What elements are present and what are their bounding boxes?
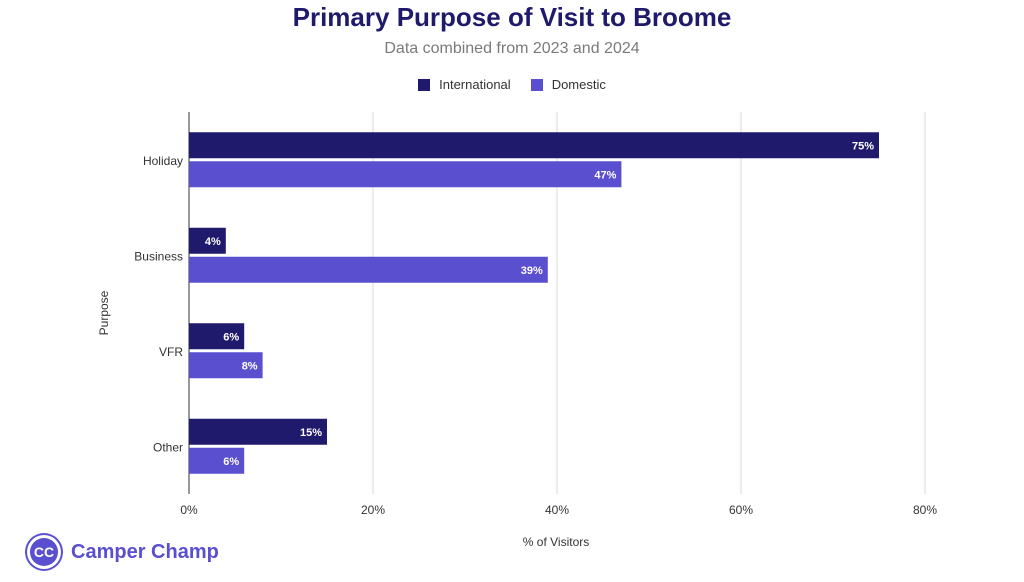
bar-domestic bbox=[189, 161, 622, 188]
category-label: Other bbox=[153, 440, 183, 454]
category-label: Holiday bbox=[143, 154, 183, 168]
x-tick-label: 20% bbox=[361, 503, 385, 517]
data-label: 47% bbox=[594, 169, 616, 181]
category-label: VFR bbox=[159, 345, 183, 359]
x-tick-label: 60% bbox=[729, 503, 753, 517]
bar-international bbox=[189, 418, 327, 445]
bar-international bbox=[189, 132, 879, 159]
x-tick-label: 0% bbox=[180, 503, 198, 517]
data-label: 6% bbox=[223, 331, 239, 343]
y-axis-title: Purpose bbox=[97, 290, 111, 335]
legend-item-domestic: Domestic bbox=[530, 77, 606, 92]
brand-logo: CC Camper Champ bbox=[27, 535, 219, 569]
data-label: 39% bbox=[521, 265, 543, 277]
legend-label-domestic: Domestic bbox=[551, 77, 606, 92]
legend: International Domestic bbox=[0, 77, 1024, 92]
x-tick-label: 80% bbox=[913, 503, 937, 517]
x-tick-label: 40% bbox=[545, 503, 569, 517]
data-label: 8% bbox=[242, 360, 258, 372]
data-label: 4% bbox=[205, 236, 221, 248]
legend-item-international: International bbox=[418, 77, 511, 92]
bar-domestic bbox=[189, 352, 263, 379]
camper-champ-logo-icon: CC bbox=[27, 535, 61, 569]
data-label: 6% bbox=[223, 456, 239, 468]
bar-domestic bbox=[189, 447, 245, 474]
data-label: 75% bbox=[852, 140, 874, 152]
legend-swatch-international bbox=[418, 78, 431, 91]
chart-title: Primary Purpose of Visit to Broome bbox=[292, 2, 732, 32]
bar-international bbox=[189, 227, 226, 254]
x-axis-title: % of Visitors bbox=[523, 535, 589, 549]
legend-swatch-domestic bbox=[530, 78, 543, 91]
chart-subtitle: Data combined from 2023 and 2024 bbox=[384, 40, 640, 57]
bar-international bbox=[189, 323, 245, 350]
data-label: 15% bbox=[300, 427, 322, 439]
bar-domestic bbox=[189, 256, 548, 283]
brand-name: Camper Champ bbox=[71, 540, 219, 563]
category-label: Business bbox=[134, 249, 183, 263]
legend-label-international: International bbox=[439, 77, 511, 92]
